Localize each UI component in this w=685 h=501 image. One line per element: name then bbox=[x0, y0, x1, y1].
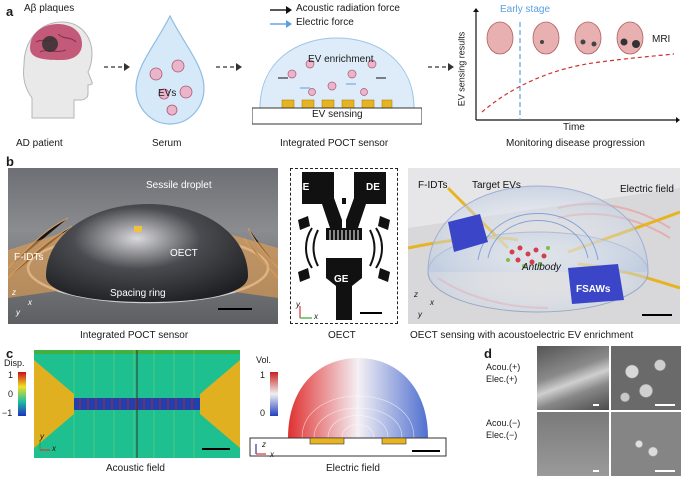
progression-plot bbox=[473, 8, 680, 123]
acoustic-force-legend-arrow bbox=[270, 6, 292, 14]
integrated-poct-caption: Integrated POCT sensor bbox=[80, 330, 189, 341]
sem-image-bottom-left bbox=[537, 412, 609, 476]
integrated-poct-label: Integrated POCT sensor bbox=[280, 138, 389, 149]
electric-field-render-label: Electric field bbox=[620, 184, 674, 195]
acou-minus-label: Acou.(−) bbox=[486, 418, 521, 428]
evs-label: EVs bbox=[158, 88, 177, 99]
legend-electric-label: Electric force bbox=[296, 17, 354, 28]
render-axis-z: z bbox=[414, 290, 418, 299]
axis-y: y bbox=[16, 308, 20, 317]
electric-field-map bbox=[249, 358, 447, 457]
panel-b-letter: b bbox=[6, 154, 14, 169]
flow-arrow-3 bbox=[428, 63, 454, 71]
flow-arrow-1 bbox=[104, 63, 130, 71]
oect-axis-x: x bbox=[314, 312, 318, 321]
serum-droplet-illustration bbox=[135, 14, 205, 125]
acoustic-field-caption: Acoustic field bbox=[106, 463, 165, 474]
mri-brain-icons bbox=[486, 21, 644, 55]
monitoring-label: Monitoring disease progression bbox=[506, 138, 645, 149]
disp-tick-0: 0 bbox=[8, 389, 14, 399]
oect-caption: OECT bbox=[328, 330, 356, 341]
oect-schematic bbox=[298, 172, 390, 320]
panel-a-letter: a bbox=[6, 4, 14, 19]
spacing-ring-label: Spacing ring bbox=[110, 288, 166, 299]
acoustic-axis-x: x bbox=[52, 444, 56, 453]
sessile-droplet-label: Sessile droplet bbox=[146, 180, 212, 191]
acoustic-field-map bbox=[34, 350, 240, 458]
early-stage-label: Early stage bbox=[500, 4, 551, 15]
mri-label: MRI bbox=[652, 34, 671, 45]
ev-icon bbox=[158, 88, 170, 100]
fsaws-label: FSAWs bbox=[576, 284, 611, 295]
render-fidts-label: F-IDTs bbox=[418, 180, 448, 191]
oect-photo-label: OECT bbox=[170, 248, 198, 259]
poct-sensor-photo bbox=[8, 168, 278, 324]
fidts-photo-label: F-IDTs bbox=[14, 252, 44, 263]
disp-colorbar bbox=[18, 372, 26, 416]
elec-plus-label: Elec.(+) bbox=[486, 374, 518, 384]
vol-tick-1: 1 bbox=[260, 370, 266, 380]
ev-icon bbox=[179, 85, 193, 99]
poct-sensor-illustration bbox=[252, 37, 422, 125]
render-axis-x: x bbox=[430, 298, 434, 307]
ge-label: GE bbox=[334, 274, 349, 285]
sem-image-top-left bbox=[537, 346, 609, 410]
plot-xlabel: Time bbox=[563, 122, 585, 133]
ev-icon bbox=[149, 67, 163, 81]
axis-z: z bbox=[12, 288, 16, 297]
sem-image-bottom-right bbox=[611, 412, 681, 476]
acoustic-axis-y: y bbox=[40, 432, 44, 441]
panel-c-letter: c bbox=[6, 346, 14, 361]
ev-sensing-label: EV sensing bbox=[312, 109, 363, 120]
antibody-label: Antibody bbox=[522, 262, 561, 273]
target-evs-label: Target EVs bbox=[472, 180, 521, 191]
ev-enrichment-label: EV enrichment bbox=[308, 54, 374, 65]
trend-curve bbox=[481, 53, 675, 113]
axis-x: x bbox=[28, 298, 32, 307]
electric-field-caption: Electric field bbox=[326, 463, 380, 474]
oect-sensing-render bbox=[408, 168, 680, 324]
vol-colorbar-title: Vol. bbox=[256, 355, 272, 365]
disp-tick-neg1: −1 bbox=[2, 408, 13, 418]
electric-axis-z: z bbox=[262, 440, 266, 449]
electric-force-legend-arrow bbox=[270, 20, 292, 28]
disp-tick-1: 1 bbox=[8, 370, 14, 380]
vol-colorbar bbox=[270, 372, 278, 416]
legend-acoustic-label: Acoustic radiation force bbox=[296, 3, 400, 14]
de-label: DE bbox=[366, 182, 380, 193]
ev-icon bbox=[166, 104, 178, 116]
acou-plus-label: Acou.(+) bbox=[486, 362, 521, 372]
panel-d-letter: d bbox=[484, 346, 492, 361]
render-caption: OECT sensing with acoustoelectric EV enr… bbox=[410, 330, 634, 341]
oect-axis-y: y bbox=[296, 300, 300, 309]
render-axis-y: y bbox=[418, 310, 422, 319]
abeta-plaques-label: Aβ plaques bbox=[24, 3, 75, 14]
patient-head-illustration bbox=[23, 21, 93, 119]
disp-colorbar-title: Disp. bbox=[4, 358, 25, 368]
elec-minus-label: Elec.(−) bbox=[486, 430, 518, 440]
serum-label: Serum bbox=[152, 138, 182, 149]
sem-image-top-right bbox=[611, 346, 681, 410]
plaque-spot-icon bbox=[42, 36, 58, 52]
flow-arrow-2 bbox=[216, 63, 242, 71]
plot-ylabel: EV sensing results bbox=[456, 31, 467, 107]
ev-icon bbox=[171, 59, 185, 73]
ad-patient-label: AD patient bbox=[16, 138, 63, 149]
electric-axis-x: x bbox=[270, 450, 274, 459]
se-label: SE bbox=[296, 182, 310, 193]
vol-tick-0: 0 bbox=[260, 408, 266, 418]
